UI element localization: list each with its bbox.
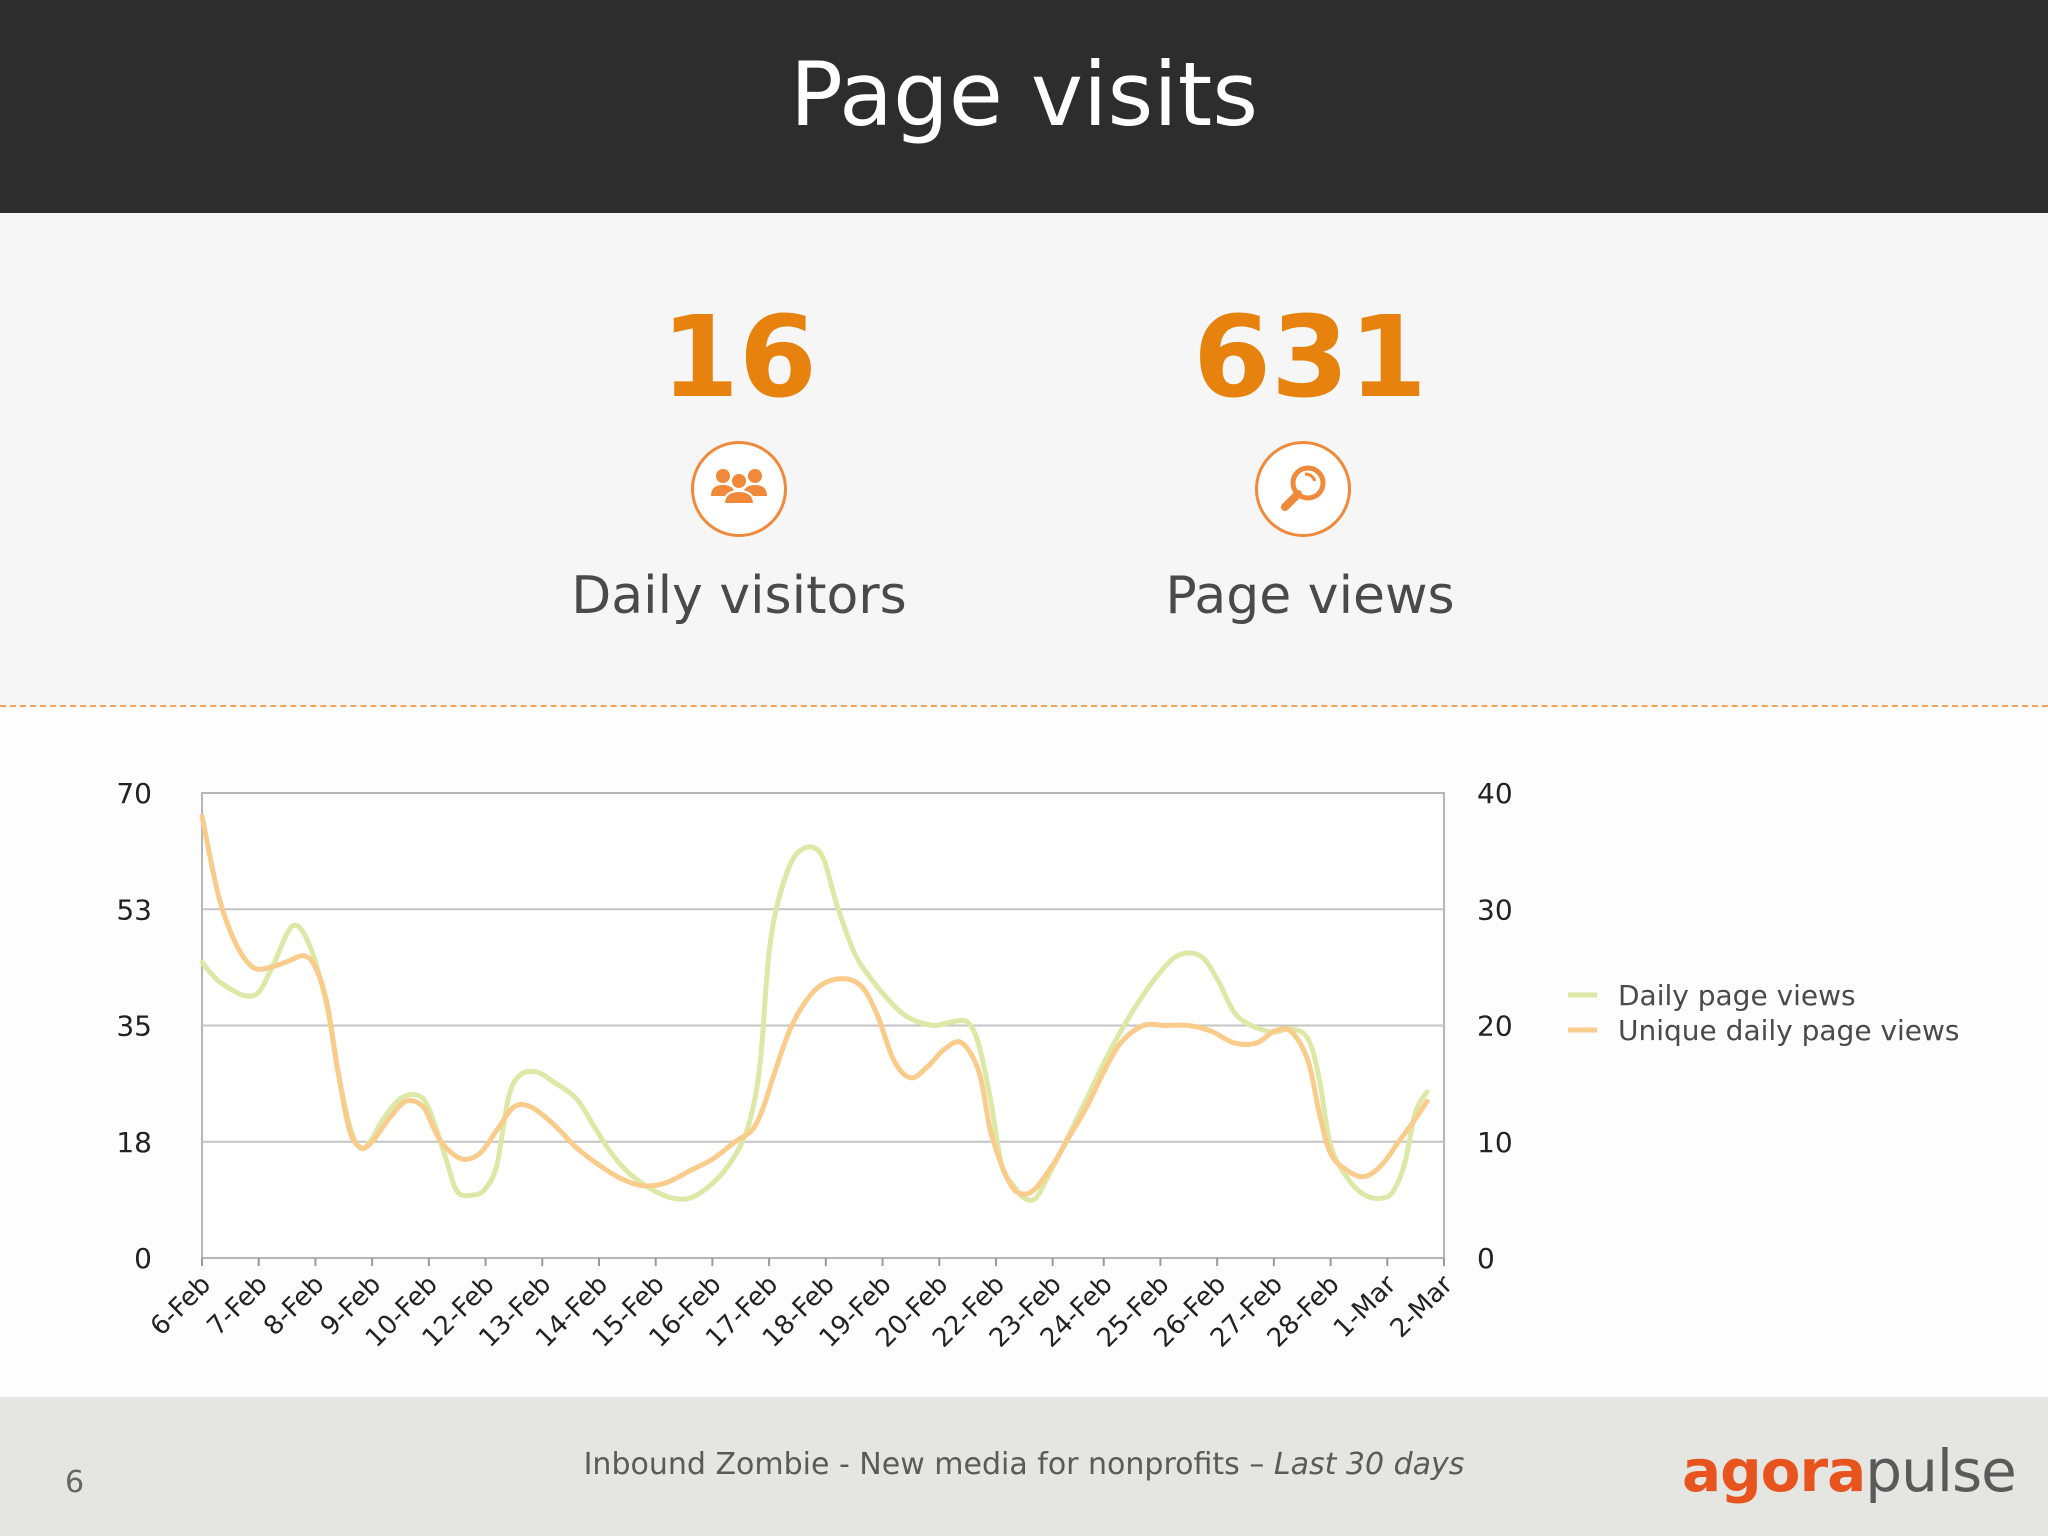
y-left-tick-label: 35 (116, 1010, 152, 1043)
stat-value: 631 (1193, 293, 1427, 423)
y-left-tick-label: 70 (116, 777, 152, 810)
logo-part-agora: agora (1682, 1437, 1866, 1505)
x-tick-label: 2-Mar (1385, 1270, 1459, 1344)
series-line-daily-page-views (199, 844, 1430, 1203)
page-title: Page visits (789, 43, 1259, 146)
x-tick-label: 1-Mar (1328, 1270, 1402, 1344)
y-left-tick-label: 18 (116, 1126, 152, 1159)
caption-main: Inbound Zombie - New media for nonprofit… (583, 1447, 1274, 1482)
magnifier-icon (1255, 441, 1351, 537)
series-line-unique-daily-page-views (199, 813, 1430, 1197)
y-right-tick-label: 10 (1477, 1126, 1513, 1159)
stats-panel: 16 Daily visitors 631 Page views (0, 213, 2048, 707)
chart-area: 0 18 35 53 70 0 10 20 30 40 6-Feb 7-Feb 8-Feb 9-Feb 10… (0, 707, 2048, 1397)
logo-part-pulse: pulse (1865, 1437, 2017, 1505)
group-icon (691, 441, 787, 537)
y-right-tick-label: 0 (1477, 1242, 1495, 1275)
agorapulse-logo: agorapulse (1682, 1437, 2017, 1505)
stat-label: Page views (1165, 566, 1455, 626)
legend-label: Unique daily page views (1618, 1014, 1960, 1047)
x-tick-label: 7-Feb (202, 1270, 274, 1342)
x-tick-label: 8-Feb (258, 1270, 330, 1342)
x-tick-label: 6-Feb (145, 1270, 217, 1342)
slide-header: Page visits (0, 0, 2048, 213)
stat-label: Daily visitors (571, 566, 907, 626)
page-number: 6 (65, 1465, 85, 1500)
footer-caption: Inbound Zombie - New media for nonprofit… (0, 1447, 2048, 1482)
line-chart: 0183553700102030406-Feb7-Feb8-Feb9-Feb10… (116, 777, 1960, 1354)
footer: 6 Inbound Zombie - New media for nonprof… (0, 1397, 2048, 1536)
y-left-tick-label: 0 (134, 1242, 152, 1275)
stat-value: 16 (661, 293, 817, 423)
y-right-tick-label: 30 (1477, 893, 1513, 926)
y-right-tick-label: 40 (1477, 777, 1513, 810)
caption-italic: Last 30 days (1273, 1447, 1465, 1482)
legend-label: Daily page views (1618, 979, 1856, 1012)
y-right-tick-label: 20 (1477, 1010, 1513, 1043)
y-left-tick-label: 53 (116, 893, 152, 926)
